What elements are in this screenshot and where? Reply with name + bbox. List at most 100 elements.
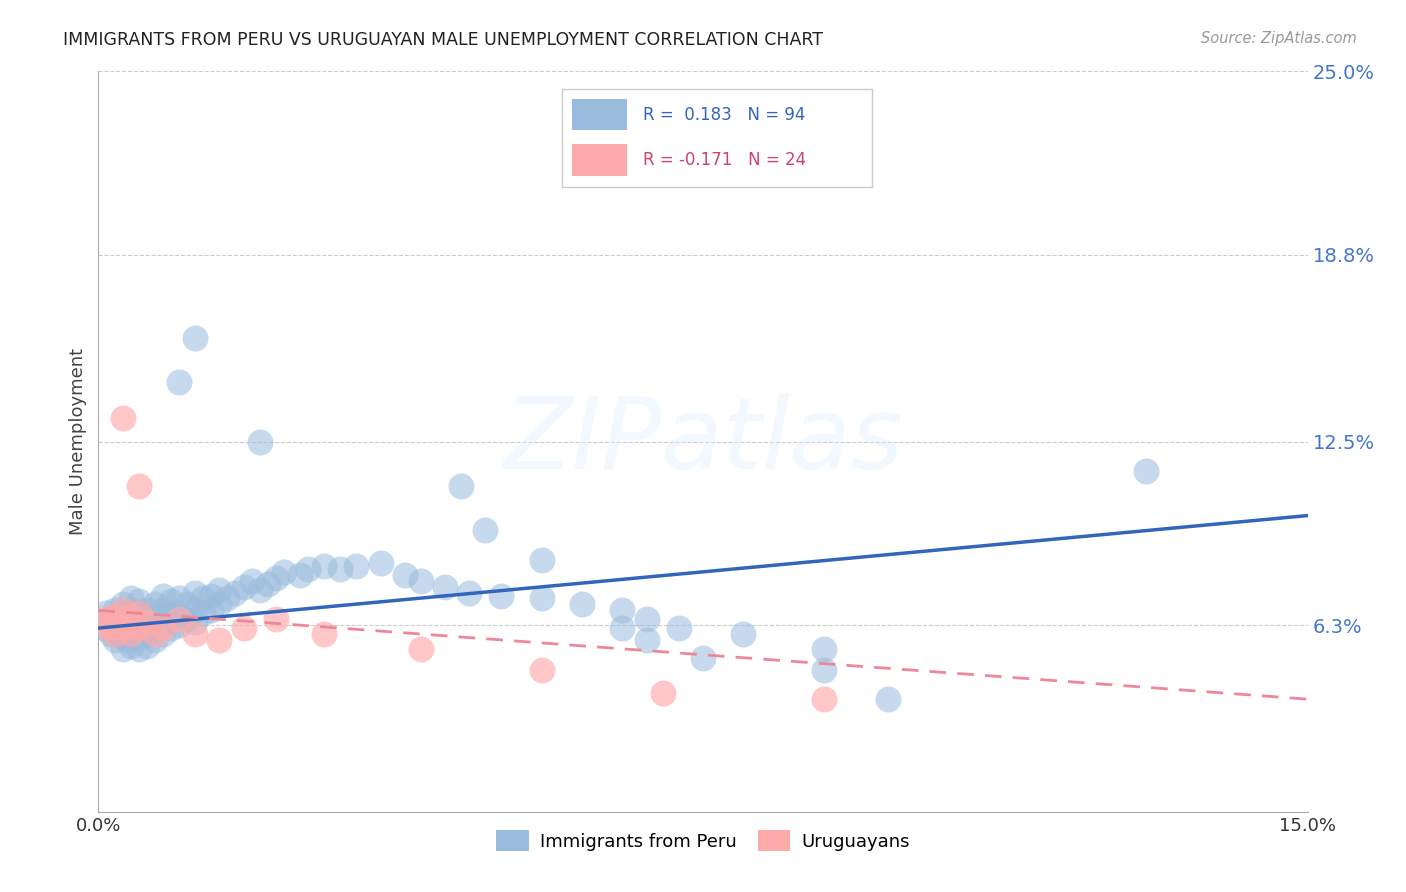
Point: [143, 621, 166, 635]
Point: [111, 627, 134, 641]
Point: [160, 609, 183, 624]
Point: [100, 612, 122, 626]
Point: [344, 558, 367, 573]
Point: [530, 591, 553, 606]
Point: [111, 618, 134, 632]
Point: [96, 612, 118, 626]
Point: [100, 627, 122, 641]
Point: [200, 603, 222, 617]
Point: [167, 376, 190, 390]
Point: [314, 558, 336, 573]
Point: [297, 562, 319, 576]
Point: [167, 591, 190, 606]
Point: [152, 627, 174, 641]
Point: [103, 603, 125, 617]
Point: [128, 479, 150, 493]
Point: [184, 603, 207, 617]
Point: [152, 603, 174, 617]
Point: [394, 567, 416, 582]
Point: [120, 639, 142, 653]
Point: [120, 627, 142, 641]
Point: [111, 603, 134, 617]
Point: [176, 598, 198, 612]
Point: [200, 589, 222, 603]
Point: [143, 609, 166, 624]
Point: [208, 598, 231, 612]
Point: [120, 615, 142, 630]
Point: [256, 576, 278, 591]
Point: [94, 621, 117, 635]
Point: [143, 598, 166, 612]
Point: [458, 585, 481, 599]
Point: [103, 632, 125, 647]
Point: [813, 692, 835, 706]
Point: [636, 632, 658, 647]
Point: [612, 603, 634, 617]
Point: [208, 582, 231, 597]
Point: [120, 591, 142, 606]
Point: [135, 615, 157, 630]
Point: [96, 607, 118, 621]
Point: [103, 627, 125, 641]
Point: [208, 632, 231, 647]
Point: [474, 524, 496, 538]
Text: ZIPatlas: ZIPatlas: [503, 393, 903, 490]
Y-axis label: Male Unemployment: Male Unemployment: [69, 348, 87, 535]
Point: [120, 603, 142, 617]
Point: [264, 612, 287, 626]
Point: [193, 591, 215, 606]
Text: R = -0.171   N = 24: R = -0.171 N = 24: [643, 151, 806, 169]
Point: [152, 589, 174, 603]
Point: [217, 591, 239, 606]
Point: [152, 615, 174, 630]
Point: [193, 607, 215, 621]
FancyBboxPatch shape: [572, 145, 627, 176]
Point: [115, 615, 138, 630]
Point: [135, 615, 157, 630]
Point: [409, 574, 432, 588]
Point: [160, 594, 183, 608]
Point: [103, 609, 125, 624]
Point: [120, 609, 142, 624]
Point: [167, 607, 190, 621]
Text: IMMIGRANTS FROM PERU VS URUGUAYAN MALE UNEMPLOYMENT CORRELATION CHART: IMMIGRANTS FROM PERU VS URUGUAYAN MALE U…: [63, 31, 824, 49]
Point: [128, 594, 150, 608]
Point: [733, 627, 755, 641]
Point: [813, 663, 835, 677]
Point: [692, 650, 714, 665]
Point: [111, 621, 134, 635]
Point: [100, 621, 122, 635]
Legend: Immigrants from Peru, Uruguayans: Immigrants from Peru, Uruguayans: [489, 823, 917, 858]
Point: [224, 585, 246, 599]
Point: [96, 615, 118, 630]
Point: [232, 580, 254, 594]
Point: [128, 630, 150, 644]
Point: [128, 641, 150, 656]
Point: [135, 627, 157, 641]
Point: [120, 627, 142, 641]
Point: [1135, 464, 1157, 478]
Point: [273, 565, 295, 579]
Point: [329, 562, 352, 576]
Point: [612, 621, 634, 635]
Point: [111, 598, 134, 612]
Point: [152, 621, 174, 635]
Point: [877, 692, 900, 706]
Point: [184, 585, 207, 599]
Point: [264, 571, 287, 585]
Point: [167, 612, 190, 626]
Point: [107, 627, 129, 641]
Point: [249, 434, 271, 449]
Text: Source: ZipAtlas.com: Source: ZipAtlas.com: [1201, 31, 1357, 46]
Point: [370, 556, 392, 570]
Point: [128, 607, 150, 621]
Point: [128, 607, 150, 621]
Point: [232, 621, 254, 635]
Point: [111, 641, 134, 656]
Point: [434, 580, 457, 594]
Point: [135, 639, 157, 653]
Point: [115, 632, 138, 647]
Point: [107, 612, 129, 626]
Point: [111, 607, 134, 621]
Point: [571, 598, 593, 612]
